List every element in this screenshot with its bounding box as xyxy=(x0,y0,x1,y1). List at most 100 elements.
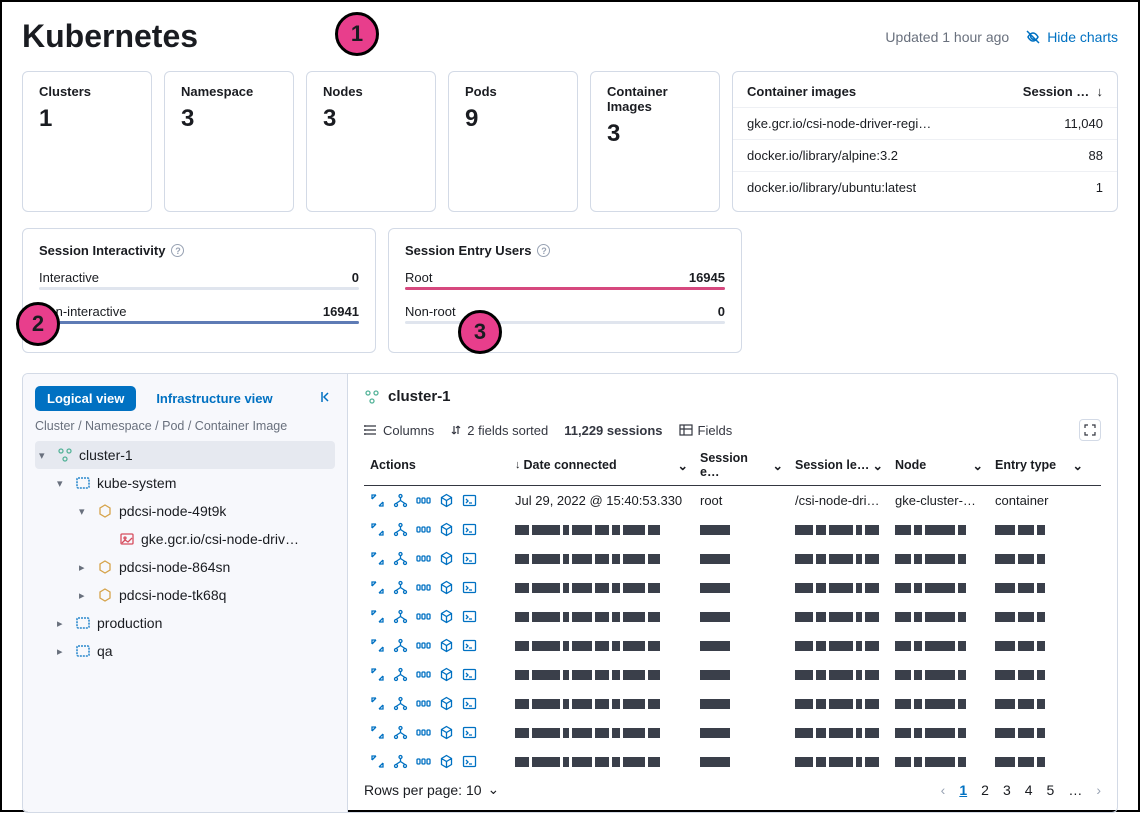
tree-icon[interactable] xyxy=(393,725,408,740)
terminal-icon[interactable] xyxy=(462,696,477,711)
tree-item-pod[interactable]: ▸ pdcsi-node-864sn xyxy=(35,553,335,581)
more-icon[interactable] xyxy=(416,609,431,624)
tab-infrastructure-view[interactable]: Infrastructure view xyxy=(144,386,284,411)
more-icon[interactable] xyxy=(416,493,431,508)
cube-icon[interactable] xyxy=(439,754,454,769)
tree-item-image[interactable]: gke.gcr.io/csi-node-driv… xyxy=(35,525,335,553)
tree-icon[interactable] xyxy=(393,522,408,537)
table-row[interactable] xyxy=(364,544,1101,573)
expand-icon[interactable] xyxy=(370,696,385,711)
rt-row[interactable]: docker.io/library/ubuntu:latest1 xyxy=(733,171,1117,203)
more-icon[interactable] xyxy=(416,580,431,595)
cube-icon[interactable] xyxy=(439,696,454,711)
tree-item-namespace[interactable]: ▾ kube-system xyxy=(35,469,335,497)
terminal-icon[interactable] xyxy=(462,667,477,682)
help-icon[interactable]: ? xyxy=(171,244,184,257)
expand-icon[interactable] xyxy=(370,580,385,595)
chevron-down-icon[interactable]: ⌄ xyxy=(678,458,688,473)
page-1[interactable]: 1 xyxy=(959,782,967,798)
page-3[interactable]: 3 xyxy=(1003,782,1011,798)
fullscreen-button[interactable] xyxy=(1079,419,1101,441)
terminal-icon[interactable] xyxy=(462,493,477,508)
tree-icon[interactable] xyxy=(393,754,408,769)
chevron-down-icon[interactable]: ▾ xyxy=(79,505,91,518)
expand-icon[interactable] xyxy=(370,754,385,769)
table-row[interactable] xyxy=(364,631,1101,660)
page-4[interactable]: 4 xyxy=(1025,782,1033,798)
chevron-down-icon[interactable]: ▾ xyxy=(57,477,69,490)
expand-icon[interactable] xyxy=(370,493,385,508)
cube-icon[interactable] xyxy=(439,609,454,624)
rows-per-page[interactable]: Rows per page: 10⌄ xyxy=(364,781,499,798)
rt-head-left[interactable]: Container images xyxy=(747,84,856,99)
cube-icon[interactable] xyxy=(439,522,454,537)
col-date[interactable]: ↓Date connected⌄ xyxy=(509,451,694,479)
chevron-down-icon[interactable]: ▾ xyxy=(39,449,51,462)
expand-icon[interactable] xyxy=(370,609,385,624)
rt-row[interactable]: docker.io/library/alpine:3.288 xyxy=(733,139,1117,171)
chevron-right-icon[interactable]: ▸ xyxy=(57,645,69,658)
more-icon[interactable] xyxy=(416,667,431,682)
more-icon[interactable] xyxy=(416,754,431,769)
more-icon[interactable] xyxy=(416,522,431,537)
tree-icon[interactable] xyxy=(393,638,408,653)
col-entry-type[interactable]: Entry type⌄ xyxy=(989,451,1089,479)
page-2[interactable]: 2 xyxy=(981,782,989,798)
tree-icon[interactable] xyxy=(393,696,408,711)
expand-icon[interactable] xyxy=(370,522,385,537)
terminal-icon[interactable] xyxy=(462,754,477,769)
page-…[interactable]: … xyxy=(1068,782,1082,798)
terminal-icon[interactable] xyxy=(462,580,477,595)
tree-item-pod[interactable]: ▸ pdcsi-node-tk68q xyxy=(35,581,335,609)
prev-page[interactable]: ‹ xyxy=(941,782,946,798)
expand-icon[interactable] xyxy=(370,638,385,653)
table-row[interactable] xyxy=(364,718,1101,747)
col-session-e[interactable]: Session e…⌄ xyxy=(694,451,789,479)
fields-button[interactable]: Fields xyxy=(679,423,733,438)
cube-icon[interactable] xyxy=(439,667,454,682)
table-row[interactable] xyxy=(364,515,1101,544)
expand-icon[interactable] xyxy=(370,667,385,682)
more-icon[interactable] xyxy=(416,696,431,711)
col-node[interactable]: Node⌄ xyxy=(889,451,989,479)
cube-icon[interactable] xyxy=(439,551,454,566)
tree-icon[interactable] xyxy=(393,493,408,508)
table-row[interactable] xyxy=(364,602,1101,631)
tree-icon[interactable] xyxy=(393,667,408,682)
collapse-sidebar-icon[interactable] xyxy=(319,389,335,408)
table-row[interactable] xyxy=(364,689,1101,718)
chevron-down-icon[interactable]: ⌄ xyxy=(773,458,783,473)
table-row[interactable]: Jul 29, 2022 @ 15:40:53.330 root /csi-no… xyxy=(364,486,1101,515)
rt-row[interactable]: gke.gcr.io/csi-node-driver-regi…11,040 xyxy=(733,107,1117,139)
cube-icon[interactable] xyxy=(439,638,454,653)
help-icon[interactable]: ? xyxy=(537,244,550,257)
expand-icon[interactable] xyxy=(370,551,385,566)
chevron-right-icon[interactable]: ▸ xyxy=(57,617,69,630)
more-icon[interactable] xyxy=(416,638,431,653)
rt-head-right[interactable]: Session … ↓ xyxy=(1023,84,1103,99)
chevron-right-icon[interactable]: ▸ xyxy=(79,589,91,602)
tree-item-namespace[interactable]: ▸ production xyxy=(35,609,335,637)
more-icon[interactable] xyxy=(416,551,431,566)
col-session-le[interactable]: Session le…⌄ xyxy=(789,451,889,479)
terminal-icon[interactable] xyxy=(462,551,477,566)
cube-icon[interactable] xyxy=(439,725,454,740)
terminal-icon[interactable] xyxy=(462,609,477,624)
chevron-down-icon[interactable]: ⌄ xyxy=(973,458,983,473)
tree-icon[interactable] xyxy=(393,580,408,595)
page-5[interactable]: 5 xyxy=(1047,782,1055,798)
sort-info[interactable]: 2 fields sorted xyxy=(450,423,548,438)
chevron-right-icon[interactable]: ▸ xyxy=(79,561,91,574)
next-page[interactable]: › xyxy=(1096,782,1101,798)
terminal-icon[interactable] xyxy=(462,638,477,653)
cube-icon[interactable] xyxy=(439,580,454,595)
tab-logical-view[interactable]: Logical view xyxy=(35,386,136,411)
table-row[interactable] xyxy=(364,747,1101,771)
tree-icon[interactable] xyxy=(393,551,408,566)
tree-item-cluster[interactable]: ▾ cluster-1 xyxy=(35,441,335,469)
tree-item-namespace[interactable]: ▸ qa xyxy=(35,637,335,665)
cube-icon[interactable] xyxy=(439,493,454,508)
more-icon[interactable] xyxy=(416,725,431,740)
terminal-icon[interactable] xyxy=(462,522,477,537)
tree-icon[interactable] xyxy=(393,609,408,624)
